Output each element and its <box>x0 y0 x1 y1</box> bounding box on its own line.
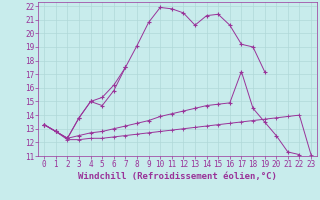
X-axis label: Windchill (Refroidissement éolien,°C): Windchill (Refroidissement éolien,°C) <box>78 172 277 181</box>
